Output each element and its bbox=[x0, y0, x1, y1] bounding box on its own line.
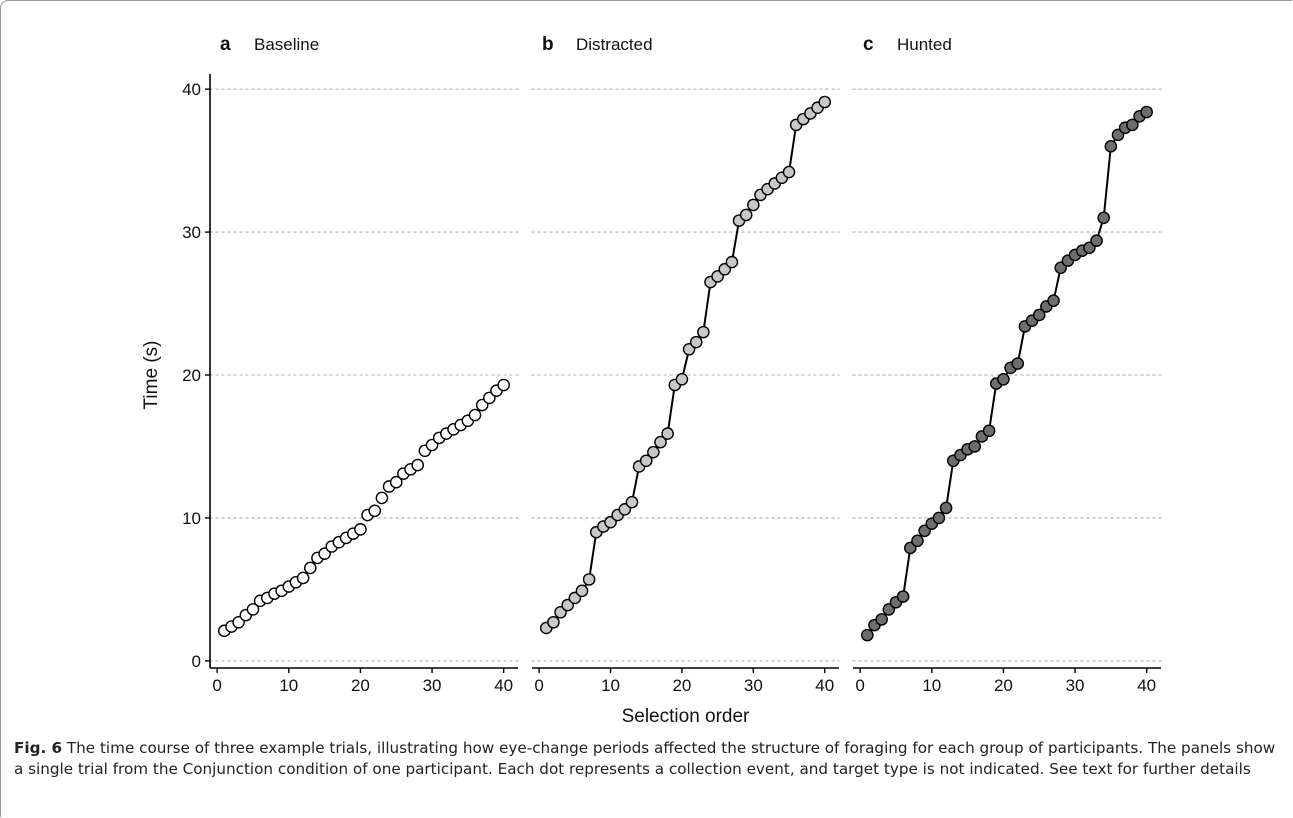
data-point bbox=[368, 504, 382, 518]
data-point bbox=[689, 335, 703, 349]
y-tick-label: 0 bbox=[192, 652, 201, 671]
x-tick-label: 10 bbox=[601, 676, 620, 695]
data-point bbox=[911, 534, 924, 548]
x-tick-label: 30 bbox=[744, 676, 763, 695]
x-tick-label: 0 bbox=[212, 676, 221, 695]
data-point bbox=[647, 445, 660, 459]
data-point bbox=[932, 511, 946, 525]
x-tick-label: 40 bbox=[815, 676, 834, 695]
data-point bbox=[246, 603, 260, 616]
x-tick-label: 30 bbox=[1066, 676, 1085, 695]
data-point bbox=[747, 198, 760, 212]
x-tick-label: 10 bbox=[279, 676, 298, 695]
data-point bbox=[1126, 118, 1139, 132]
data-point bbox=[968, 440, 982, 453]
data-point bbox=[625, 495, 639, 509]
figure-chart: Time (s) Selection order 0 10 20 30 40 0 10 20 30 4… bbox=[141, 34, 1162, 727]
data-point bbox=[354, 523, 367, 536]
data-point bbox=[982, 424, 996, 438]
x-tick-label: 40 bbox=[1137, 676, 1156, 695]
data-point bbox=[939, 501, 953, 515]
data-point bbox=[575, 584, 589, 598]
data-point bbox=[389, 475, 403, 489]
y-tick-label: 10 bbox=[182, 509, 201, 528]
x-tick-label: 20 bbox=[672, 676, 691, 695]
x-axis-label: Selection order bbox=[622, 706, 750, 727]
caption-text: The time course of three example trials,… bbox=[14, 739, 1276, 778]
x-tick-label: 20 bbox=[351, 676, 370, 695]
data-point bbox=[739, 208, 753, 222]
data-point bbox=[875, 613, 888, 626]
y-tick-label: 20 bbox=[182, 366, 201, 385]
panel-letter: c bbox=[863, 34, 874, 55]
data-point bbox=[861, 628, 874, 642]
data-point bbox=[1140, 105, 1153, 119]
data-point bbox=[697, 325, 710, 339]
data-point bbox=[411, 458, 425, 472]
data-point bbox=[1104, 140, 1118, 153]
data-point bbox=[303, 561, 317, 575]
data-point bbox=[896, 590, 910, 603]
data-point bbox=[661, 427, 674, 440]
figure-caption: Fig. 6 The time course of three example … bbox=[14, 738, 1284, 779]
x-tick-label: 0 bbox=[534, 676, 543, 695]
panel-title: Hunted bbox=[897, 35, 952, 54]
data-point bbox=[375, 491, 389, 505]
y-tick-label: 30 bbox=[182, 223, 201, 242]
data-point bbox=[1090, 234, 1103, 247]
data-point bbox=[582, 573, 596, 586]
panel-a: 0 10 20 30 40 0 10 20 30 40 a Baseline bbox=[182, 34, 519, 695]
panel-b: 0 10 20 30 40 b Distracted bbox=[531, 34, 840, 695]
panel-letter: a bbox=[220, 34, 231, 55]
data-point bbox=[997, 372, 1010, 386]
data-point bbox=[296, 571, 310, 585]
y-tick-label: 40 bbox=[182, 80, 201, 99]
data-point bbox=[547, 615, 560, 629]
data-point bbox=[1097, 211, 1110, 225]
x-tick-label: 0 bbox=[855, 676, 864, 695]
data-point bbox=[468, 408, 482, 422]
data-point bbox=[1032, 308, 1046, 322]
x-tick-label: 20 bbox=[994, 676, 1013, 695]
data-point bbox=[675, 372, 689, 386]
panel-c: 0 10 20 30 40 c Hunted bbox=[852, 34, 1162, 695]
data-point bbox=[818, 95, 832, 109]
panel-title: Baseline bbox=[254, 35, 319, 54]
y-axis-label: Time (s) bbox=[141, 341, 162, 410]
panel-letter: b bbox=[542, 34, 554, 55]
data-point bbox=[639, 454, 653, 468]
data-point bbox=[725, 255, 739, 269]
caption-lead: Fig. 6 bbox=[14, 739, 63, 757]
panel-title: Distracted bbox=[576, 35, 653, 54]
series-line bbox=[866, 111, 1148, 636]
data-point bbox=[1011, 357, 1025, 370]
x-tick-label: 30 bbox=[423, 676, 442, 695]
data-point bbox=[782, 165, 796, 179]
data-point bbox=[1047, 294, 1060, 307]
data-point bbox=[654, 435, 667, 449]
x-tick-label: 40 bbox=[494, 676, 513, 695]
x-tick-label: 10 bbox=[922, 676, 941, 695]
data-point bbox=[497, 378, 510, 392]
